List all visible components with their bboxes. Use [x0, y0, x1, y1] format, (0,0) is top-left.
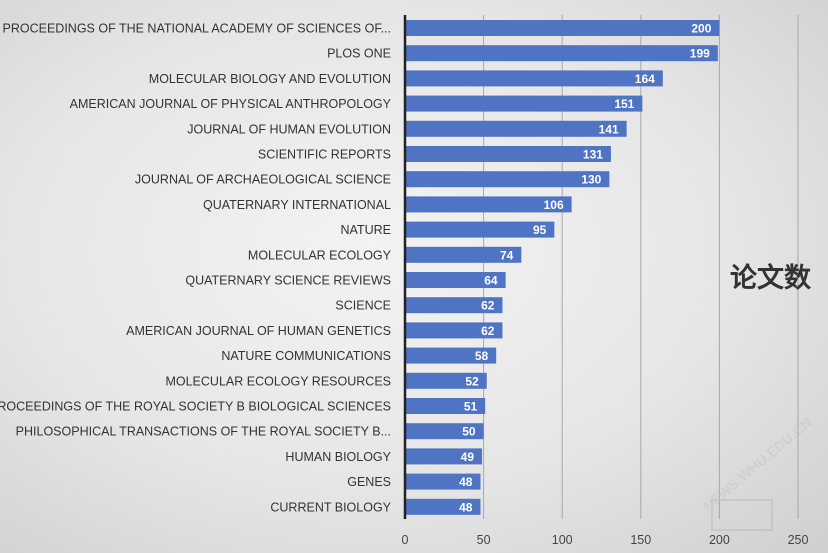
category-label: AMERICAN JOURNAL OF PHYSICAL ANTHROPOLOG… — [70, 97, 392, 111]
bar — [405, 448, 483, 465]
category-label: MOLECULAR BIOLOGY AND EVOLUTION — [149, 72, 391, 86]
bar — [405, 120, 627, 137]
x-tick-label: 150 — [630, 533, 651, 547]
category-label: JOURNAL OF ARCHAEOLOGICAL SCIENCE — [135, 173, 391, 187]
watermark-building — [711, 499, 773, 531]
bar — [405, 272, 506, 288]
category-label: NATURE — [341, 223, 391, 237]
bar — [405, 372, 487, 389]
bar — [405, 70, 663, 87]
bar — [405, 45, 718, 62]
bars: PROCEEDINGS OF THE NATIONAL ACADEMY OF S… — [0, 20, 720, 515]
x-tick-label: 250 — [788, 533, 809, 547]
series-label: 论文数 — [730, 262, 812, 294]
data-label: 130 — [581, 173, 601, 187]
bar — [405, 20, 720, 36]
category-label: QUATERNARY SCIENCE REVIEWS — [185, 274, 391, 288]
bar — [405, 221, 555, 238]
category-label: NATURE COMMUNICATIONS — [221, 349, 391, 363]
bar — [405, 146, 611, 162]
data-label: 74 — [500, 248, 514, 262]
x-axis-ticks: 0 50 100 150 200 250 — [402, 533, 809, 547]
category-label: JOURNAL OF HUMAN EVOLUTION — [187, 122, 391, 136]
data-label: 62 — [481, 299, 495, 313]
data-label: 48 — [459, 500, 473, 514]
data-label: 164 — [635, 72, 655, 86]
x-tick-label: 50 — [477, 533, 491, 547]
bar — [405, 246, 522, 263]
data-label: 200 — [691, 22, 711, 36]
bar — [405, 473, 481, 490]
category-label: PROCEEDINGS OF THE NATIONAL ACADEMY OF S… — [3, 22, 392, 36]
category-label: AMERICAN JOURNAL OF HUMAN GENETICS — [126, 324, 391, 338]
bar — [405, 398, 486, 414]
data-label: 48 — [459, 475, 473, 489]
x-tick-label: 0 — [402, 533, 409, 547]
category-label: MOLECULAR ECOLOGY — [248, 248, 392, 262]
data-label: 62 — [481, 324, 495, 338]
data-label: 199 — [690, 47, 710, 61]
data-label: 106 — [544, 198, 564, 212]
category-label: QUATERNARY INTERNATIONAL — [203, 198, 391, 212]
category-label: GENES — [347, 475, 391, 489]
data-label: 151 — [614, 97, 634, 111]
category-label: MOLECULAR ECOLOGY RESOURCES — [165, 374, 391, 388]
bar — [405, 498, 481, 515]
bar — [405, 171, 610, 188]
category-label: PLOS ONE — [327, 47, 391, 61]
category-label: PROCEEDINGS OF THE ROYAL SOCIETY B BIOLO… — [0, 400, 391, 414]
category-label: SCIENTIFIC REPORTS — [258, 148, 391, 162]
x-tick-label: 100 — [552, 533, 573, 547]
data-label: 131 — [583, 148, 603, 162]
data-label: 49 — [461, 450, 475, 464]
bar — [405, 347, 497, 364]
data-label: 141 — [599, 122, 619, 136]
data-label: 51 — [464, 400, 478, 414]
category-label: CURRENT BIOLOGY — [270, 500, 391, 514]
category-label: PHILOSOPHICAL TRANSACTIONS OF THE ROYAL … — [16, 425, 391, 439]
category-label: SCIENCE — [335, 299, 391, 313]
bar — [405, 322, 503, 339]
bar — [405, 95, 643, 112]
data-label: 95 — [533, 223, 547, 237]
data-label: 64 — [484, 274, 498, 288]
x-tick-label: 200 — [709, 533, 730, 547]
data-label: 58 — [475, 349, 489, 363]
category-label: HUMAN BIOLOGY — [285, 450, 391, 464]
bar — [405, 423, 484, 440]
data-label: 50 — [462, 425, 476, 439]
data-label: 52 — [465, 374, 479, 388]
bar — [405, 297, 503, 314]
bar — [405, 196, 572, 213]
